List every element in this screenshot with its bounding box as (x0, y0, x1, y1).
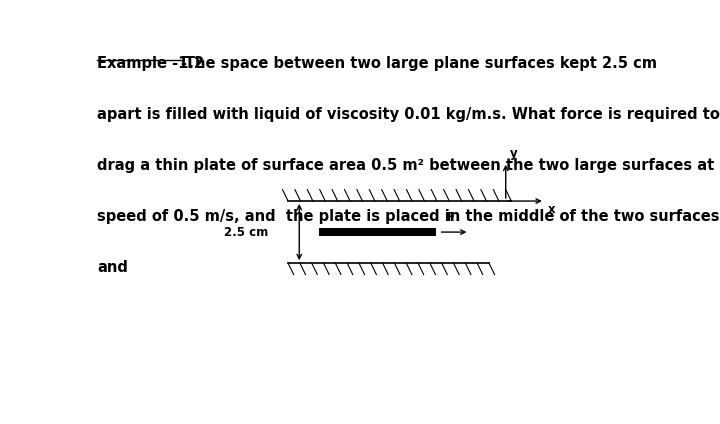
Text: F: F (447, 211, 455, 224)
Text: apart is filled with liquid of viscosity 0.01 kg/m.s. What force is required to: apart is filled with liquid of viscosity… (97, 107, 720, 122)
Text: -The space between two large plane surfaces kept 2.5 cm: -The space between two large plane surfa… (181, 56, 657, 71)
Text: y: y (510, 147, 518, 160)
Text: speed of 0.5 m/s, and  the plate is placed in the middle of the two surfaces,: speed of 0.5 m/s, and the plate is place… (97, 209, 720, 224)
Text: drag a thin plate of surface area 0.5 m² between the two large surfaces at: drag a thin plate of surface area 0.5 m²… (97, 158, 714, 173)
Text: x: x (547, 203, 555, 216)
Bar (319, 229, 436, 236)
Text: Example -1.2: Example -1.2 (97, 56, 204, 71)
Text: and: and (97, 260, 128, 275)
Text: 2.5 cm: 2.5 cm (225, 226, 269, 239)
